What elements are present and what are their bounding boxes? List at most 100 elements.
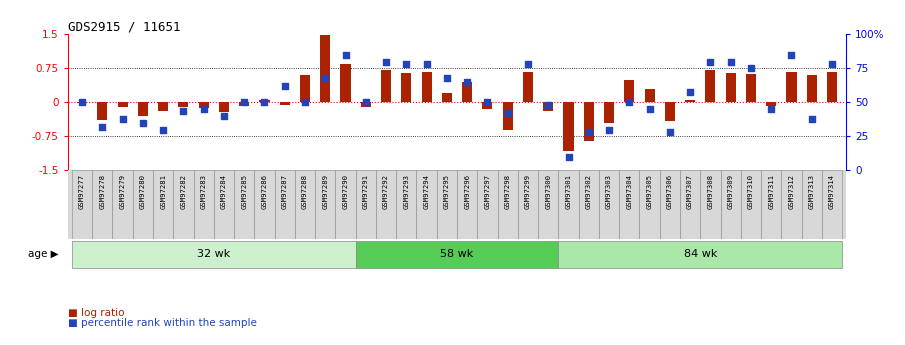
FancyBboxPatch shape xyxy=(356,241,558,268)
Bar xyxy=(584,102,594,141)
Bar xyxy=(564,102,574,151)
Point xyxy=(196,107,211,112)
Point xyxy=(662,129,677,135)
Bar xyxy=(523,72,533,102)
Point xyxy=(136,120,150,126)
Text: GSM97306: GSM97306 xyxy=(667,174,672,209)
Point xyxy=(298,100,312,105)
Text: GDS2915 / 11651: GDS2915 / 11651 xyxy=(68,20,180,33)
Point xyxy=(176,108,191,113)
Point xyxy=(237,100,252,105)
Bar xyxy=(680,170,700,239)
Bar xyxy=(239,102,249,106)
Bar xyxy=(720,170,741,239)
Text: 32 wk: 32 wk xyxy=(197,249,231,259)
Point xyxy=(216,113,231,119)
Text: GSM97292: GSM97292 xyxy=(383,174,389,209)
Text: GSM97301: GSM97301 xyxy=(566,174,571,209)
Point xyxy=(338,52,353,58)
Text: GSM97293: GSM97293 xyxy=(404,174,409,209)
Bar xyxy=(599,170,619,239)
Point xyxy=(440,75,454,81)
Bar xyxy=(543,102,553,111)
Text: GSM97283: GSM97283 xyxy=(201,174,206,209)
Text: GSM97314: GSM97314 xyxy=(829,174,835,209)
Bar xyxy=(538,170,558,239)
Bar xyxy=(827,72,837,102)
Text: GSM97300: GSM97300 xyxy=(545,174,551,209)
Bar xyxy=(705,70,716,102)
Bar xyxy=(422,72,432,102)
Text: GSM97284: GSM97284 xyxy=(221,174,227,209)
Text: 58 wk: 58 wk xyxy=(441,249,473,259)
Bar xyxy=(746,74,756,102)
Point xyxy=(683,89,698,94)
Point xyxy=(257,100,272,105)
Bar xyxy=(153,170,173,239)
Text: GSM97286: GSM97286 xyxy=(262,174,268,209)
Bar xyxy=(518,170,538,239)
Bar xyxy=(822,170,843,239)
Bar xyxy=(700,170,720,239)
Point xyxy=(744,66,758,71)
Bar xyxy=(315,170,336,239)
Bar xyxy=(300,75,310,102)
Bar xyxy=(604,102,614,123)
Text: GSM97294: GSM97294 xyxy=(424,174,430,209)
Bar xyxy=(260,100,270,102)
FancyBboxPatch shape xyxy=(558,241,843,268)
Bar xyxy=(558,170,578,239)
Text: GSM97302: GSM97302 xyxy=(586,174,592,209)
Bar xyxy=(624,80,634,102)
Bar xyxy=(781,170,802,239)
Text: GSM97308: GSM97308 xyxy=(708,174,713,209)
Point xyxy=(602,127,616,132)
Point xyxy=(379,59,394,65)
Point xyxy=(703,59,718,65)
Bar xyxy=(158,102,168,111)
Text: GSM97289: GSM97289 xyxy=(322,174,329,209)
Text: GSM97305: GSM97305 xyxy=(646,174,653,209)
Bar xyxy=(401,73,412,102)
Bar xyxy=(234,170,254,239)
Bar xyxy=(806,75,817,102)
Bar xyxy=(77,102,87,103)
Text: GSM97281: GSM97281 xyxy=(160,174,167,209)
Text: GSM97282: GSM97282 xyxy=(180,174,186,209)
Bar xyxy=(274,170,295,239)
Point xyxy=(622,100,636,105)
Text: GSM97309: GSM97309 xyxy=(728,174,734,209)
Text: GSM97312: GSM97312 xyxy=(788,174,795,209)
Point xyxy=(785,52,799,58)
Point xyxy=(643,107,657,112)
Bar xyxy=(437,170,457,239)
Point xyxy=(460,79,474,85)
Bar xyxy=(178,102,188,107)
Bar xyxy=(92,170,112,239)
Text: age ▶: age ▶ xyxy=(28,249,59,259)
Bar xyxy=(112,170,133,239)
Point xyxy=(561,154,576,159)
Point xyxy=(318,75,332,81)
Bar xyxy=(502,102,513,130)
FancyBboxPatch shape xyxy=(71,241,356,268)
Text: ■ percentile rank within the sample: ■ percentile rank within the sample xyxy=(68,318,257,328)
Bar xyxy=(280,102,290,105)
Bar xyxy=(173,170,194,239)
Bar xyxy=(320,34,330,102)
Bar xyxy=(442,93,452,102)
Point xyxy=(358,100,373,105)
Point xyxy=(723,59,738,65)
Text: GSM97290: GSM97290 xyxy=(343,174,348,209)
Text: GSM97307: GSM97307 xyxy=(687,174,693,209)
Point xyxy=(805,116,819,121)
Text: GSM97313: GSM97313 xyxy=(809,174,814,209)
Text: GSM97279: GSM97279 xyxy=(119,174,126,209)
Bar xyxy=(214,170,234,239)
Point xyxy=(582,129,596,135)
Point xyxy=(278,83,292,89)
Bar xyxy=(254,170,274,239)
Bar xyxy=(640,170,660,239)
Point xyxy=(399,62,414,67)
Bar xyxy=(786,72,796,102)
